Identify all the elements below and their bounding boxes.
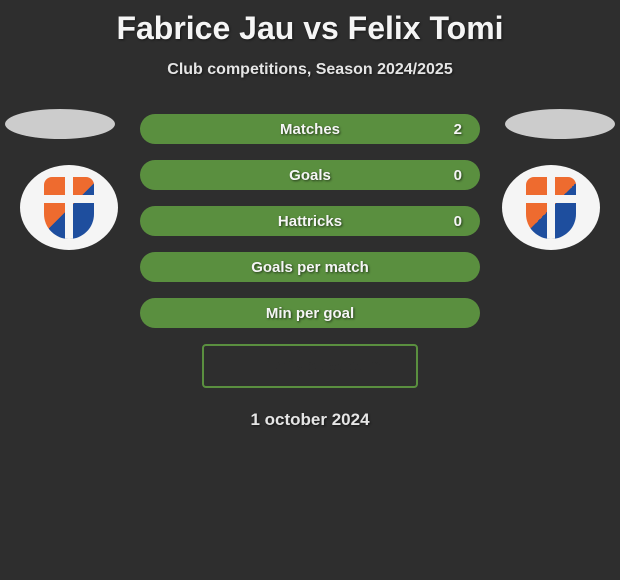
brand-box[interactable]: FcTables.com	[202, 344, 418, 388]
stat-row: Goals per match	[140, 252, 480, 282]
page-title: Fabrice Jau vs Felix Tomi	[0, 0, 620, 47]
player-avatar-right	[505, 109, 615, 139]
stat-value-right: 0	[454, 213, 462, 230]
player-avatar-left	[5, 109, 115, 139]
club-logo-left	[20, 165, 118, 250]
stat-label: Goals per match	[251, 259, 369, 276]
date-text: 1 october 2024	[0, 410, 620, 430]
stat-value-right: 2	[454, 121, 462, 138]
stat-label: Hattricks	[278, 213, 342, 230]
shield-icon	[526, 177, 576, 239]
subtitle: Club competitions, Season 2024/2025	[0, 61, 620, 79]
stats-bars: Matches 2 Goals 0 Hattricks 0 Goals per …	[140, 109, 480, 328]
stat-value-right: 0	[454, 167, 462, 184]
stats-area: Matches 2 Goals 0 Hattricks 0 Goals per …	[0, 109, 620, 430]
chart-icon	[237, 357, 259, 375]
stat-label: Goals	[289, 167, 331, 184]
club-logo-right	[502, 165, 600, 250]
stat-row: Goals 0	[140, 160, 480, 190]
stat-row: Min per goal	[140, 298, 480, 328]
shield-icon	[44, 177, 94, 239]
stat-row: Hattricks 0	[140, 206, 480, 236]
stat-label: Matches	[280, 121, 340, 138]
brand-name: FcTables.com	[265, 356, 384, 377]
stat-row: Matches 2	[140, 114, 480, 144]
stat-label: Min per goal	[266, 305, 354, 322]
